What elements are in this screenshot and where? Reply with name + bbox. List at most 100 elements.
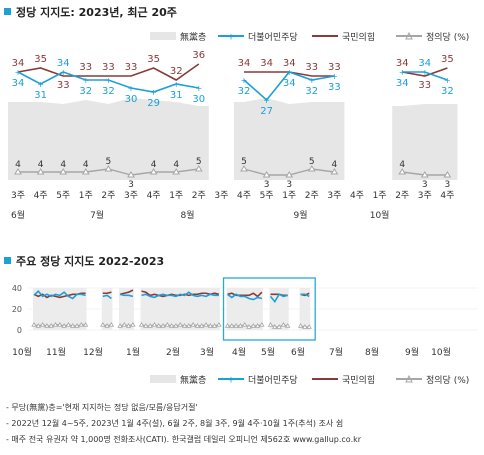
- chart1-xtick-1: 4주: [34, 190, 48, 201]
- chart2-jp-marker-25: [138, 321, 145, 327]
- chart1-ppp-label-19: 35: [441, 54, 454, 65]
- footnote-1: - 무당(無黨)층='현재 지지하는 정당 없음/모름/응답거절': [6, 403, 198, 412]
- chart1-dem-marker-1: +: [37, 80, 44, 89]
- chart2-jp-marker-52: [254, 322, 261, 328]
- chart2-month-9: 7월: [329, 346, 343, 358]
- title-marker-1: [4, 8, 11, 15]
- chart2-dem-line-1: [102, 294, 112, 300]
- chart2-jp-marker-58: [280, 321, 287, 327]
- chart1-dem-marker-14: +: [331, 72, 338, 81]
- chart1-jp-marker-19: [443, 171, 452, 178]
- chart1-dem-label-11: 27: [260, 106, 273, 117]
- chart2-jp-marker-49: [242, 321, 248, 327]
- chart1-dem-label-5: 30: [125, 94, 138, 105]
- chart2-jp-marker-17: [104, 322, 110, 328]
- chart1-jp-label-2: 4: [60, 160, 66, 170]
- chart2-jp-marker-57: [276, 324, 282, 329]
- chart2-month-7: 5월: [261, 346, 275, 358]
- chart1-jp-label-12: 3: [286, 180, 292, 190]
- chart1-jp-label-1: 4: [38, 160, 44, 170]
- chart2-month-1: 11월: [46, 346, 66, 358]
- chart1-jp-marker-1: [36, 168, 45, 175]
- chart2-jp-marker-59: [285, 322, 291, 328]
- chart2-none-area-2: [119, 288, 134, 330]
- chart1-jp-marker-10: [240, 165, 248, 172]
- chart2-jp-marker-56: [272, 324, 278, 329]
- title-marker-2: [4, 257, 11, 264]
- chart1-jp-marker-0: [14, 168, 22, 175]
- chart2-jp-marker-20: [117, 322, 123, 328]
- chart1-jp-label-5: 3: [128, 180, 134, 190]
- chart2-dem-line-5: [269, 293, 288, 304]
- chart1-ppp-label-14: 33: [328, 62, 341, 73]
- chart1-ppp-label-8: 36: [192, 50, 205, 61]
- chart1-xtick-18: 3주: [418, 190, 432, 201]
- chart1-dem-marker-8: +: [195, 84, 202, 93]
- chart2-month-10: 8월: [365, 346, 379, 358]
- chart2-jp-marker-27: [147, 322, 153, 328]
- chart1-jp-label-7: 4: [173, 160, 179, 170]
- chart2-month-0: 10월: [12, 346, 32, 358]
- chart2-jp-marker-32: [168, 322, 175, 328]
- chart1-ppp-label-1: 35: [34, 54, 47, 65]
- chart1-dem-marker-10: +: [241, 76, 248, 85]
- chart2-jp-marker-30: [160, 322, 166, 328]
- chart2-swatch-jp-marker: [405, 374, 413, 383]
- chart1-legend-ppp: 국민의힘: [342, 32, 375, 43]
- chart1-none-area-0: [8, 98, 209, 180]
- chart1-xtick-16: 1주: [373, 190, 387, 201]
- chart2-jp-marker-18: [108, 321, 115, 327]
- chart2-jp-marker-6: [57, 321, 63, 327]
- chart2-none-area-6: [299, 288, 311, 330]
- chart1-dem-marker-7: +: [173, 80, 180, 89]
- footnote-3: - 매주 전국 유권자 약 1,000명 전화조사(CATI). 한국갤럽 데일…: [6, 435, 362, 444]
- chart2-jp-marker-12: [82, 321, 89, 327]
- chart1-dem-label-8: 30: [192, 94, 205, 105]
- chart2-ppp-line-3: [141, 290, 220, 298]
- chart2-jp-marker-37: [190, 321, 196, 327]
- chart1-ppp-label-12: 34: [283, 58, 296, 69]
- chart2-jp-marker-10: [74, 322, 80, 328]
- chart2-jp-marker-7: [61, 322, 67, 328]
- chart1-jp-label-18: 3: [422, 180, 428, 190]
- chart1-jp-label-13: 5: [309, 157, 315, 167]
- chart1-dem-marker-13: +: [308, 76, 315, 85]
- chart1-dem-marker-6: +: [150, 88, 157, 97]
- chart1-dem-label-6: 29: [147, 98, 160, 109]
- chart1-dem-line-2: [402, 71, 448, 81]
- chart1-dem-marker-11: +: [263, 96, 270, 105]
- chart1-jp-marker-14: [330, 168, 339, 175]
- chart2-swatch-none: [150, 375, 176, 383]
- chart1-xtick-7: 1주: [169, 190, 183, 201]
- chart1-ppp-label-5: 33: [125, 62, 138, 73]
- chart1-dem-marker-2: +: [60, 68, 67, 77]
- chart1-legend-jp: 정의당 (%): [426, 32, 469, 43]
- chart1-dem-marker-12: +: [286, 68, 293, 77]
- chart1-ppp-line-0: [17, 63, 200, 81]
- chart2-jp-marker-8: [65, 321, 72, 327]
- chart2-legend-jp: 정의당 (%): [426, 375, 469, 386]
- chart2-jp-marker-11: [78, 321, 84, 327]
- chart2-jp-marker-48: [237, 322, 244, 328]
- chart1-dem-marker-4: +: [105, 76, 112, 85]
- chart1-jp-marker-3: [81, 168, 90, 175]
- chart2-month-5: 3월: [200, 346, 214, 358]
- chart2-jp-marker-31: [164, 321, 170, 327]
- chart2-ytick-1: 20: [12, 305, 22, 314]
- chart2-none-area-1: [101, 288, 113, 330]
- chart1-jp-marker-18: [420, 171, 429, 178]
- chart1-xtick-17: 2주: [395, 190, 409, 201]
- chart2-jp-marker-42: [211, 322, 218, 328]
- chart2-jp-marker-5: [52, 321, 59, 327]
- chart2-jp-marker-35: [181, 322, 188, 328]
- chart2-jp-marker-62: [297, 322, 304, 328]
- chart1-dem-label-3: 32: [79, 86, 92, 97]
- chart2-jp-marker-63: [302, 324, 308, 329]
- chart1-xtick-3: 1주: [79, 190, 93, 201]
- chart2-dem-line-3: [141, 291, 219, 299]
- chart1-ppp-label-0: 34: [12, 58, 25, 69]
- chart2-jp-marker-1: [35, 322, 41, 328]
- chart2-month-2: 12월: [83, 346, 103, 358]
- chart2-jp-marker-3: [44, 322, 50, 328]
- chart1-jp-label-6: 4: [151, 160, 157, 170]
